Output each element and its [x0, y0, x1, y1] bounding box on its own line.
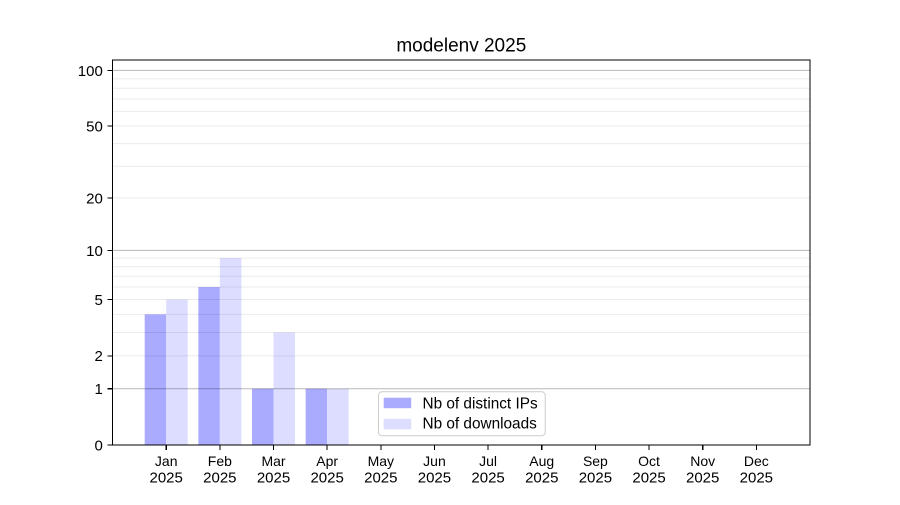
svg-text:Jan: Jan [155, 453, 178, 469]
svg-text:50: 50 [86, 118, 103, 135]
svg-text:Jun: Jun [423, 453, 446, 469]
svg-text:2: 2 [94, 348, 102, 365]
svg-text:Oct: Oct [638, 453, 660, 469]
svg-text:Nb of downloads: Nb of downloads [423, 416, 538, 433]
svg-text:Feb: Feb [208, 453, 232, 469]
svg-text:2025: 2025 [418, 469, 451, 486]
svg-text:2025: 2025 [686, 469, 719, 486]
svg-text:2025: 2025 [203, 469, 236, 486]
svg-text:2025: 2025 [364, 469, 397, 486]
svg-text:Dec: Dec [744, 453, 769, 469]
svg-text:2025: 2025 [310, 469, 343, 486]
svg-text:2025: 2025 [471, 469, 504, 486]
svg-text:Jul: Jul [479, 453, 497, 469]
svg-text:2025: 2025 [579, 469, 612, 486]
svg-text:0: 0 [94, 437, 102, 454]
svg-text:Sep: Sep [583, 453, 608, 469]
svg-text:modelenv 2025: modelenv 2025 [396, 36, 526, 57]
svg-text:Mar: Mar [261, 453, 285, 469]
svg-text:1: 1 [94, 381, 102, 398]
svg-text:Nov: Nov [690, 453, 715, 469]
svg-text:Apr: Apr [316, 453, 338, 469]
svg-text:Aug: Aug [529, 453, 554, 469]
svg-text:2025: 2025 [525, 469, 558, 486]
svg-text:2025: 2025 [740, 469, 773, 486]
svg-text:2025: 2025 [150, 469, 183, 486]
svg-text:100: 100 [78, 63, 103, 80]
svg-text:10: 10 [86, 243, 103, 260]
svg-text:Nb of distinct IPs: Nb of distinct IPs [423, 395, 538, 412]
svg-text:20: 20 [86, 190, 103, 207]
svg-text:5: 5 [94, 292, 102, 309]
svg-text:2025: 2025 [257, 469, 290, 486]
svg-text:May: May [368, 453, 394, 469]
svg-text:2025: 2025 [632, 469, 665, 486]
